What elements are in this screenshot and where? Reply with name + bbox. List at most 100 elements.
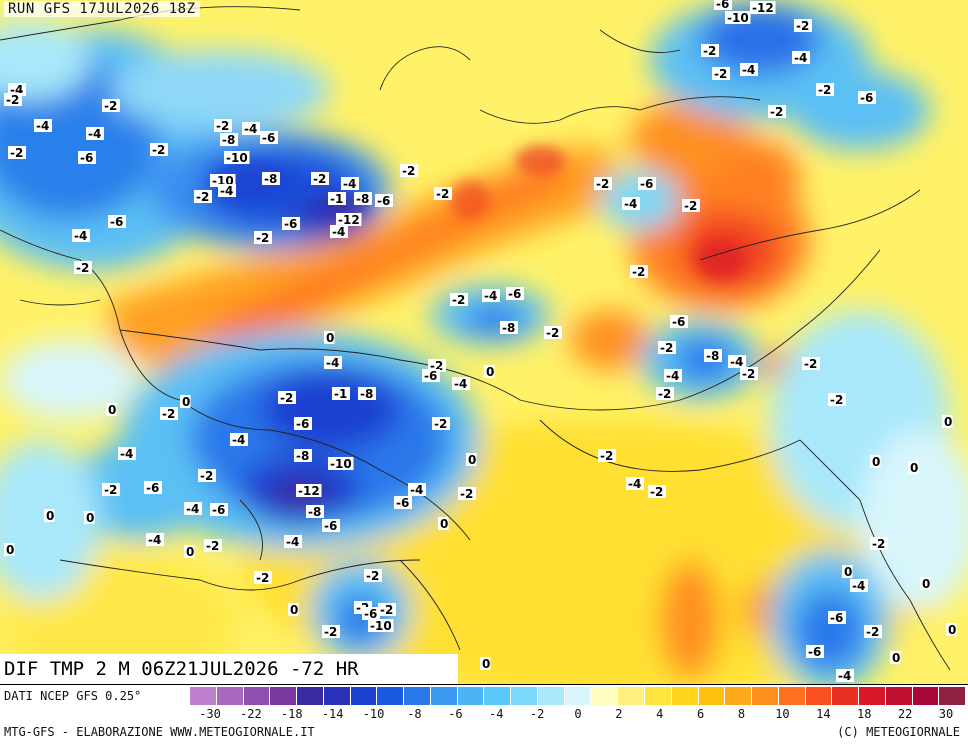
- svg-text:-2: -2: [6, 93, 19, 107]
- svg-text:-2: -2: [742, 367, 755, 381]
- map-value-label: -12: [336, 213, 362, 227]
- map-value-label: -2: [450, 293, 468, 307]
- svg-text:-10: -10: [370, 619, 392, 633]
- svg-text:0: 0: [892, 651, 900, 665]
- map-value-label: -10: [328, 457, 354, 471]
- product-title: DIF TMP 2 M 06Z21JUL2026 -72 HR: [0, 654, 458, 684]
- map-value-label: -2: [102, 99, 120, 113]
- legend-ticks: -30 -22 -18 -14 -10 -8 -6 -4 -2 0 2 4 6 8 10 14 18 22 30: [190, 707, 966, 723]
- map-value-label: -4: [218, 184, 236, 198]
- svg-text:-6: -6: [396, 496, 409, 510]
- legend-tick-label: -22: [240, 707, 262, 721]
- map-value-label: -4: [324, 356, 342, 370]
- map-value-label: -2: [794, 19, 812, 33]
- svg-text:0: 0: [182, 395, 190, 409]
- map-value-label: -6: [638, 177, 656, 191]
- map-value-label: -4: [284, 535, 302, 549]
- map-value-label: -2: [701, 44, 719, 58]
- svg-text:-4: -4: [244, 122, 257, 136]
- map-value-label: 0: [842, 565, 853, 579]
- map-value-label: -4: [230, 433, 248, 447]
- svg-text:-1: -1: [330, 192, 343, 206]
- map-value-label: -4: [740, 63, 758, 77]
- svg-text:-4: -4: [484, 289, 497, 303]
- map-value-label: -2: [682, 199, 700, 213]
- svg-text:-6: -6: [146, 481, 159, 495]
- svg-text:-6: -6: [324, 519, 337, 533]
- map-value-label: -4: [626, 477, 644, 491]
- map-value-label: -8: [294, 449, 312, 463]
- map-value-label: -2: [378, 603, 396, 617]
- svg-text:0: 0: [326, 331, 334, 345]
- legend-swatch: [698, 687, 726, 705]
- map-value-label: -2: [630, 265, 648, 279]
- legend-swatch: [350, 687, 378, 705]
- map-value-label: -8: [306, 505, 324, 519]
- map-value-label: -4: [622, 197, 640, 211]
- svg-text:-2: -2: [830, 393, 843, 407]
- svg-text:-6: -6: [364, 607, 377, 621]
- svg-text:-2: -2: [104, 483, 117, 497]
- map-value-label: -6: [144, 481, 162, 495]
- svg-text:-4: -4: [148, 533, 161, 547]
- svg-text:-2: -2: [76, 261, 89, 275]
- map-value-label: 0: [942, 415, 953, 429]
- legend-swatch: [645, 687, 672, 705]
- svg-text:-2: -2: [313, 172, 326, 186]
- map-value-label: 0: [106, 403, 117, 417]
- svg-text:-2: -2: [632, 265, 645, 279]
- legend-tick-label: -14: [321, 707, 344, 721]
- legend-tick-label: -4: [488, 707, 504, 721]
- border-lines: [0, 6, 951, 671]
- map-value-label: -2: [278, 391, 296, 405]
- svg-text:-8: -8: [222, 133, 235, 147]
- svg-text:-4: -4: [666, 369, 679, 383]
- svg-text:-2: -2: [660, 341, 673, 355]
- svg-text:-4: -4: [624, 197, 637, 211]
- map-value-label: -4: [118, 447, 136, 461]
- map-value-label: -6: [322, 519, 340, 533]
- legend-swatch: [618, 687, 646, 705]
- svg-text:-6: -6: [640, 177, 653, 191]
- svg-text:-6: -6: [212, 503, 225, 517]
- map-value-label: -1: [328, 192, 346, 206]
- map-value-label: -6: [506, 287, 524, 301]
- map-value-label: -2: [544, 326, 562, 340]
- map-value-label: -2: [198, 469, 216, 483]
- legend-swatch: [297, 687, 324, 705]
- map-value-label: -6: [670, 315, 688, 329]
- map-value-label: -4: [86, 127, 104, 141]
- map-value-label: 0: [480, 657, 491, 671]
- map-value-label: -8: [354, 192, 372, 206]
- map-value-label: -8: [500, 321, 518, 335]
- legend-tick-label: 0: [574, 707, 582, 721]
- svg-text:0: 0: [440, 517, 448, 531]
- map-value-label: -4: [408, 483, 426, 497]
- svg-text:0: 0: [46, 509, 54, 523]
- map-value-label: -6: [422, 369, 440, 383]
- map-value-label: -4: [792, 51, 810, 65]
- svg-text:0: 0: [86, 511, 94, 525]
- legend-tick-label: 2: [615, 707, 623, 721]
- legend-swatch: [832, 687, 860, 705]
- svg-text:-12: -12: [338, 213, 360, 227]
- svg-text:-6: -6: [80, 151, 93, 165]
- map-value-label: -4: [330, 225, 348, 239]
- map-value-label: -2: [74, 261, 92, 275]
- svg-text:-4: -4: [36, 119, 49, 133]
- legend-swatch: [778, 687, 806, 705]
- svg-text:0: 0: [6, 543, 14, 557]
- legend-swatch: [912, 687, 940, 705]
- svg-text:-2: -2: [196, 190, 209, 204]
- svg-text:-4: -4: [852, 579, 865, 593]
- svg-text:-2: -2: [796, 19, 809, 33]
- legend-swatch: [323, 687, 351, 705]
- map-value-label: -4: [146, 533, 164, 547]
- svg-text:-2: -2: [216, 119, 229, 133]
- map-value-label: -10: [368, 619, 394, 633]
- svg-text:-2: -2: [596, 177, 609, 191]
- svg-text:-4: -4: [74, 229, 87, 243]
- svg-text:-2: -2: [650, 485, 663, 499]
- svg-text:-12: -12: [752, 1, 774, 15]
- legend-tick-label: -8: [407, 707, 422, 721]
